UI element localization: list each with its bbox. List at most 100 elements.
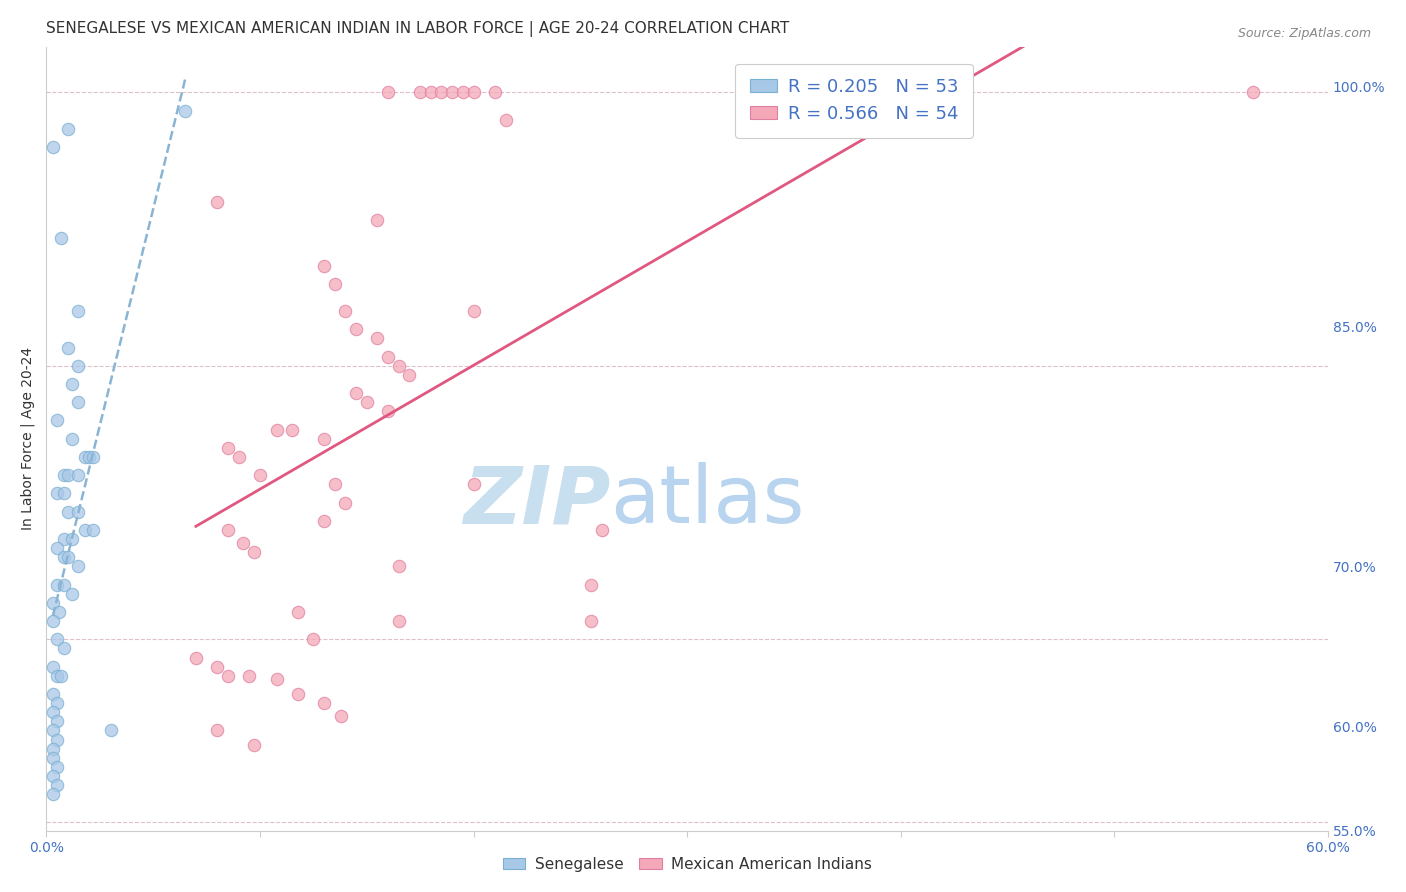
Point xyxy=(60,377,83,392)
Point xyxy=(42,723,65,738)
Point xyxy=(67,395,90,409)
Point xyxy=(73,450,96,464)
Point xyxy=(266,423,288,437)
Point xyxy=(441,85,464,99)
Point xyxy=(67,559,90,574)
Point xyxy=(42,140,65,154)
Point xyxy=(60,587,83,601)
Point xyxy=(388,559,411,574)
Point xyxy=(42,687,65,701)
Point xyxy=(42,769,65,783)
Point xyxy=(67,468,90,483)
Point xyxy=(579,577,602,591)
Point xyxy=(42,659,65,673)
Point xyxy=(52,468,75,483)
Point xyxy=(42,596,65,610)
Point xyxy=(46,669,69,683)
Point xyxy=(56,468,79,483)
Point xyxy=(323,477,346,491)
Point xyxy=(100,723,122,738)
Point xyxy=(51,231,73,245)
Point xyxy=(46,714,69,729)
Point xyxy=(484,85,506,99)
Point xyxy=(430,85,453,99)
Text: atlas: atlas xyxy=(610,462,804,541)
Point xyxy=(52,486,75,500)
Point xyxy=(409,85,432,99)
Point xyxy=(184,650,207,665)
Point xyxy=(67,359,90,373)
Point xyxy=(207,659,229,673)
Point xyxy=(451,85,474,99)
Point xyxy=(419,85,441,99)
Point xyxy=(281,423,304,437)
Point xyxy=(312,514,335,528)
Point xyxy=(377,404,399,418)
Point xyxy=(51,669,73,683)
Point xyxy=(67,304,90,318)
Point xyxy=(46,577,69,591)
Point xyxy=(46,486,69,500)
Point xyxy=(174,103,197,118)
Point xyxy=(366,331,388,345)
Point xyxy=(232,535,254,549)
Point xyxy=(207,194,229,209)
Point xyxy=(242,738,264,752)
Point xyxy=(56,121,79,136)
Point xyxy=(46,760,69,774)
Point xyxy=(249,468,271,483)
Point xyxy=(344,322,367,336)
Point xyxy=(312,432,335,446)
Point xyxy=(366,213,388,227)
Point xyxy=(217,441,239,455)
Point xyxy=(56,505,79,519)
Point xyxy=(463,304,485,318)
Point xyxy=(330,709,353,723)
Point xyxy=(287,605,309,619)
Point xyxy=(42,751,65,765)
Legend: Senegalese, Mexican American Indians: Senegalese, Mexican American Indians xyxy=(496,851,877,878)
Point xyxy=(238,669,260,683)
Point xyxy=(48,605,70,619)
Point xyxy=(312,696,335,710)
Point xyxy=(335,304,357,318)
Point xyxy=(312,259,335,273)
Point xyxy=(579,614,602,628)
Point xyxy=(46,778,69,792)
Point xyxy=(463,85,485,99)
Text: SENEGALESE VS MEXICAN AMERICAN INDIAN IN LABOR FORCE | AGE 20-24 CORRELATION CHA: SENEGALESE VS MEXICAN AMERICAN INDIAN IN… xyxy=(46,21,790,37)
Point xyxy=(46,632,69,647)
Point xyxy=(46,696,69,710)
Point xyxy=(302,632,325,647)
Point xyxy=(42,787,65,801)
Point xyxy=(266,673,288,687)
Point xyxy=(495,112,517,127)
Point xyxy=(46,732,69,747)
Point xyxy=(67,505,90,519)
Point xyxy=(52,641,75,656)
Point xyxy=(56,341,79,355)
Point xyxy=(388,359,411,373)
Point xyxy=(46,541,69,555)
Point xyxy=(398,368,420,382)
Point xyxy=(42,705,65,719)
Text: Source: ZipAtlas.com: Source: ZipAtlas.com xyxy=(1237,27,1371,40)
Point xyxy=(344,386,367,401)
Point xyxy=(287,687,309,701)
Y-axis label: In Labor Force | Age 20-24: In Labor Force | Age 20-24 xyxy=(21,347,35,530)
Point xyxy=(52,550,75,565)
Point xyxy=(591,523,613,537)
Point xyxy=(323,277,346,291)
Point xyxy=(42,741,65,756)
Point xyxy=(377,85,399,99)
Point xyxy=(82,523,104,537)
Text: ZIP: ZIP xyxy=(463,462,610,541)
Point xyxy=(217,523,239,537)
Point xyxy=(217,669,239,683)
Point xyxy=(42,614,65,628)
Point xyxy=(207,723,229,738)
Point xyxy=(242,545,264,559)
Point xyxy=(335,495,357,509)
Point xyxy=(388,614,411,628)
Point xyxy=(73,523,96,537)
